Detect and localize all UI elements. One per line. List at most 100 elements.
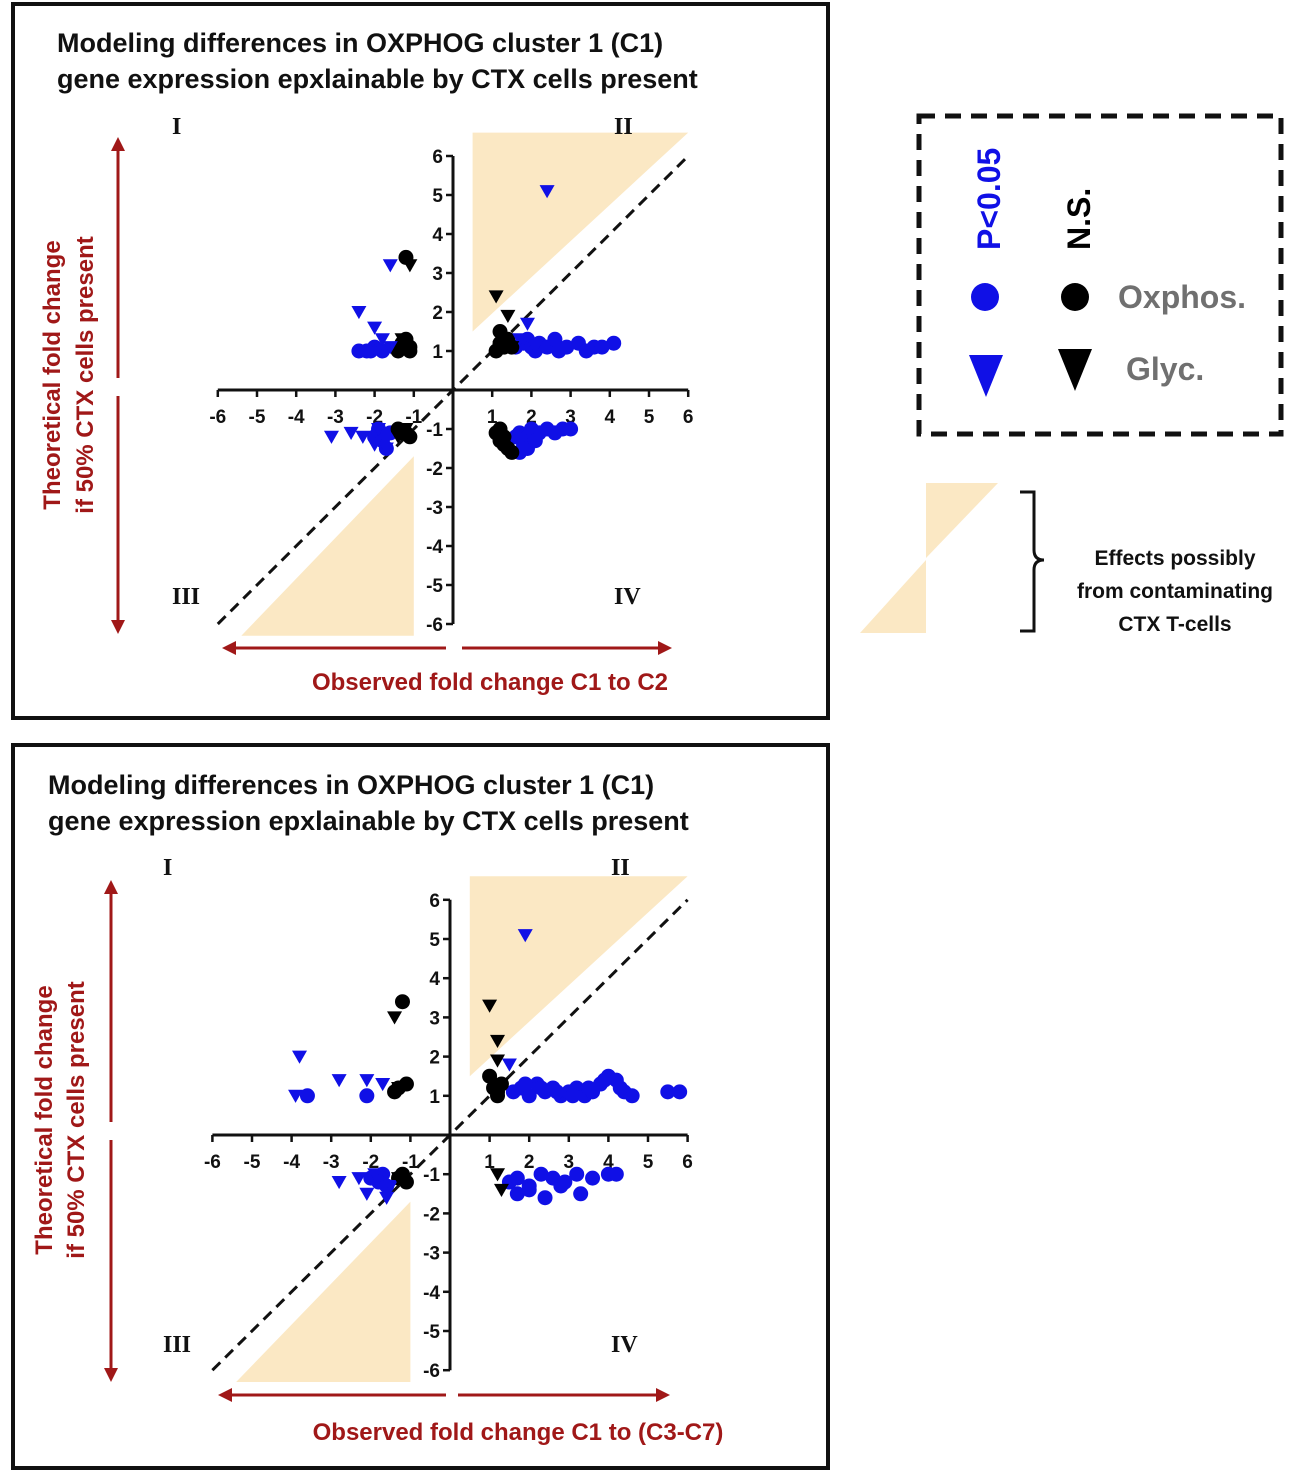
note-bracket bbox=[1020, 490, 1045, 633]
data-point bbox=[585, 1170, 601, 1186]
quadrant-label-I: I bbox=[172, 114, 181, 140]
data-point bbox=[378, 442, 394, 456]
y-tick-label: 5 bbox=[432, 186, 443, 207]
data-point bbox=[398, 423, 414, 437]
data-point bbox=[488, 290, 504, 304]
data-point bbox=[581, 1080, 597, 1096]
x-tick-label: 4 bbox=[605, 407, 616, 428]
series-n-s-glyc- bbox=[390, 259, 520, 444]
y-tick-label: -5 bbox=[426, 576, 443, 597]
data-point bbox=[398, 1076, 414, 1092]
data-point bbox=[553, 1178, 569, 1194]
data-point bbox=[547, 331, 563, 347]
data-point bbox=[563, 421, 579, 437]
x-tick-label: 4 bbox=[603, 1152, 614, 1173]
data-point bbox=[490, 1168, 506, 1182]
chart-title-line: Modeling differences in OXPHOG cluster 1… bbox=[48, 770, 654, 800]
y-tick-label: -4 bbox=[426, 537, 443, 558]
quadrant-label-IV: IV bbox=[614, 584, 641, 610]
y-tick-label: -4 bbox=[423, 1283, 440, 1304]
y-tick-label: 3 bbox=[432, 264, 443, 285]
data-point bbox=[509, 1186, 525, 1202]
shaded-region-upper bbox=[469, 876, 688, 1077]
data-point bbox=[383, 1179, 399, 1194]
data-point bbox=[573, 1186, 589, 1202]
data-point bbox=[606, 335, 622, 351]
y-tick-label: 4 bbox=[429, 969, 440, 990]
data-point bbox=[288, 1089, 304, 1103]
series-p-0-05-glyc- bbox=[288, 929, 533, 1205]
data-point bbox=[493, 1078, 509, 1092]
data-point bbox=[331, 1074, 347, 1088]
data-point bbox=[500, 309, 516, 324]
legend-ns-circle-icon bbox=[1061, 283, 1089, 311]
data-point bbox=[367, 438, 383, 452]
data-point bbox=[521, 1088, 537, 1104]
y-tick-label: -2 bbox=[426, 459, 443, 480]
data-point bbox=[359, 1088, 375, 1104]
y-tick-label: -6 bbox=[426, 615, 443, 636]
data-point bbox=[549, 1084, 565, 1100]
data-point bbox=[323, 430, 339, 444]
y-tick-label: 4 bbox=[432, 225, 443, 246]
data-point bbox=[292, 1050, 308, 1064]
y-tick-label: -5 bbox=[423, 1322, 440, 1343]
x-tick-label: -5 bbox=[249, 407, 266, 428]
y-tick-label: 5 bbox=[429, 930, 440, 951]
data-point bbox=[391, 1172, 407, 1186]
data-point bbox=[351, 306, 367, 320]
data-point bbox=[517, 1076, 533, 1092]
quadrant-label-III: III bbox=[172, 584, 200, 610]
data-point bbox=[527, 433, 543, 449]
x-arrow-right-head bbox=[656, 1388, 670, 1402]
data-point bbox=[387, 1011, 403, 1025]
x-arrow-left-head bbox=[222, 641, 236, 655]
y-tick-label: -2 bbox=[423, 1204, 440, 1225]
chart-panel-1: Modeling differences in OXPHOG cluster 1… bbox=[11, 2, 830, 720]
y-tick-label: 6 bbox=[429, 891, 440, 912]
data-point bbox=[493, 1183, 509, 1198]
y-tick-label: -3 bbox=[426, 498, 443, 519]
y-arrow-up-head bbox=[111, 137, 125, 151]
x-tick-label: -6 bbox=[209, 407, 226, 428]
data-point bbox=[537, 1190, 553, 1206]
data-point bbox=[594, 339, 610, 355]
chart-title-line: gene expression epxlainable by CTX cells… bbox=[57, 64, 698, 94]
data-point bbox=[482, 1068, 498, 1084]
data-point bbox=[512, 333, 528, 347]
data-point bbox=[379, 1191, 395, 1205]
chart-title-line: Modeling differences in OXPHOG cluster 1… bbox=[57, 28, 663, 58]
data-point bbox=[382, 341, 398, 355]
data-point bbox=[343, 426, 359, 441]
data-point bbox=[533, 1080, 549, 1096]
data-point bbox=[533, 1166, 549, 1182]
y-arrow-up-head bbox=[104, 880, 118, 894]
y-axis-label-line: if 50% CTX cells present bbox=[72, 236, 99, 513]
chart-panel-2: Modeling differences in OXPHOG cluster 1… bbox=[11, 743, 830, 1470]
data-point bbox=[527, 341, 543, 355]
note-shade-lower bbox=[860, 560, 926, 633]
data-point bbox=[492, 324, 508, 339]
data-point bbox=[482, 999, 498, 1013]
shaded-region-upper bbox=[472, 132, 689, 332]
y-arrow-down-head bbox=[111, 620, 125, 634]
data-point bbox=[359, 1187, 375, 1201]
data-point bbox=[509, 1170, 525, 1186]
y-tick-label: 2 bbox=[432, 303, 443, 324]
x-axis-label: Observed fold change C1 to (C3-C7) bbox=[313, 1419, 724, 1446]
x-tick-label: -1 bbox=[405, 407, 422, 428]
data-point bbox=[496, 337, 512, 351]
y-tick-label: -1 bbox=[423, 1165, 440, 1186]
data-point bbox=[490, 1034, 506, 1049]
x-arrow-right-head bbox=[658, 641, 672, 655]
data-point bbox=[660, 1084, 676, 1100]
data-point bbox=[565, 1088, 581, 1104]
legend-ns-triangle-icon bbox=[1058, 349, 1092, 391]
data-point bbox=[382, 259, 398, 273]
data-point bbox=[367, 1168, 383, 1182]
legend: P<0.05 N.S. Oxphos. Glyc. bbox=[916, 113, 1284, 437]
data-point bbox=[299, 1088, 315, 1104]
note-text-line: from contaminating bbox=[1077, 580, 1273, 603]
y-tick-label: 1 bbox=[432, 342, 443, 363]
